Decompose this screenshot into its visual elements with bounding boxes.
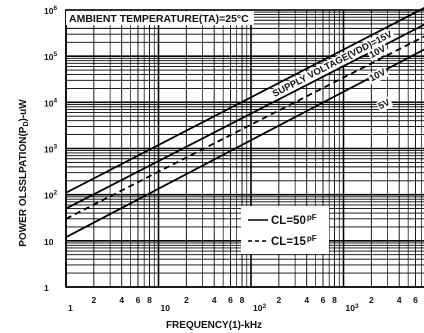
series-line-0 xyxy=(65,7,424,194)
curve-label-3: 5V xyxy=(377,97,393,112)
x-tick-labels: 124681024681022468103246810 xyxy=(68,295,418,313)
legend-entry-15pf: CL=15pF xyxy=(271,234,317,248)
legend-entry-50pf: CL=50pF xyxy=(271,213,317,227)
x-tick-label: 4 xyxy=(119,295,124,305)
x-tick-label: 103 xyxy=(346,303,359,313)
y-tick-label: 106 xyxy=(44,5,57,16)
x-tick-label: 4 xyxy=(304,295,309,305)
x-tick-label: 6 xyxy=(136,295,141,305)
x-tick-label: 4 xyxy=(212,295,217,305)
y-tick-label: 1 xyxy=(44,283,49,293)
curve-label-backdrop xyxy=(375,96,394,113)
y-tick-label: 104 xyxy=(44,97,57,108)
x-tick-label: 6 xyxy=(228,295,233,305)
x-tick-label: 102 xyxy=(253,303,266,313)
plot-frame xyxy=(65,9,424,288)
x-tick-label: 1 xyxy=(68,303,73,313)
x-tick-label: 8 xyxy=(147,295,152,305)
curve-label-0: SUPPLY VOLTAGE(VDD)=15V xyxy=(271,29,395,100)
chart-title: AMBIENT TEMPERATURE(TA)=25°C xyxy=(69,13,249,25)
y-tick-label: 102 xyxy=(44,190,57,201)
x-tick-label: 6 xyxy=(413,295,418,305)
curve-label-backdrop xyxy=(366,66,390,85)
legend: CL=50pF CL=15pF xyxy=(241,206,329,254)
curve-label-backdrop xyxy=(366,42,390,62)
x-tick-label: 2 xyxy=(276,295,281,305)
y-axis-label: POWER OLSSLPATION(PD)-uW xyxy=(18,99,30,247)
y-tick-label: 103 xyxy=(44,144,57,155)
x-tick-label: 8 xyxy=(332,295,337,305)
x-tick-label: 4 xyxy=(397,295,402,305)
x-axis-label: FREQUENCY(1)-kHz xyxy=(166,320,262,331)
x-tick-label: 2 xyxy=(184,295,189,305)
x-tick-label: 2 xyxy=(369,295,374,305)
y-tick-labels: 1 10 102 103 104 105 106 xyxy=(44,5,57,293)
legend-box xyxy=(241,206,329,254)
curve-label-backdrop xyxy=(270,28,396,101)
title-backdrop xyxy=(66,11,254,25)
x-tick-label: 6 xyxy=(321,295,326,305)
x-tick-label: 2 xyxy=(91,295,96,305)
series-line-2 xyxy=(65,35,424,220)
y-tick-label: 10 xyxy=(44,237,54,247)
y-tick-label: 105 xyxy=(44,51,57,62)
x-tick-label: 10 xyxy=(161,303,171,313)
x-tick-label: 8 xyxy=(240,295,245,305)
